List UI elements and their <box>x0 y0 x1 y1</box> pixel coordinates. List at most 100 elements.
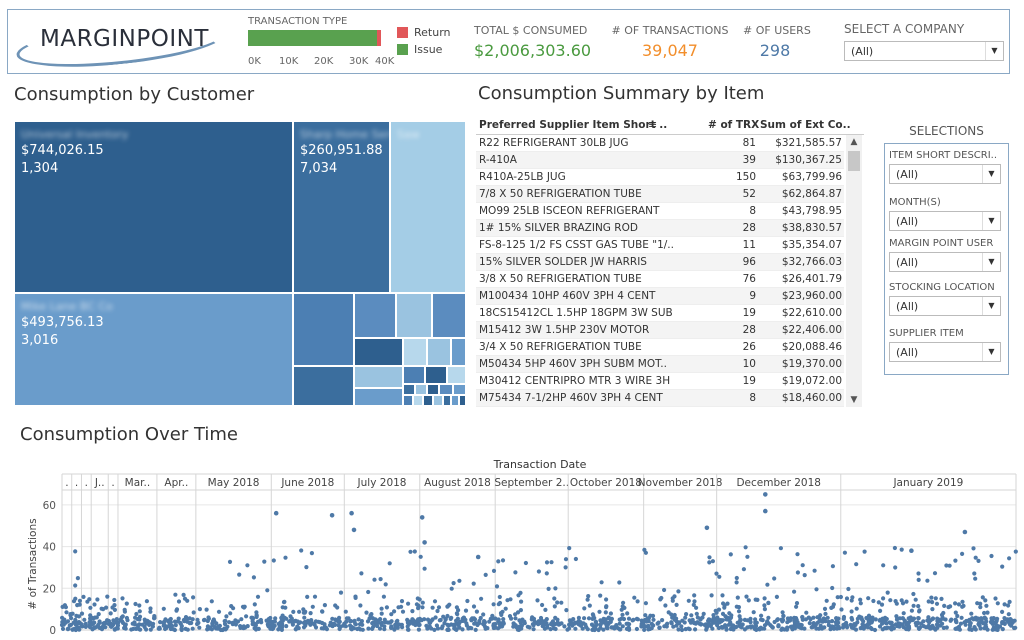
data-point[interactable] <box>586 594 591 599</box>
data-point[interactable] <box>483 572 488 577</box>
data-point[interactable] <box>717 574 722 579</box>
data-point[interactable] <box>748 620 753 625</box>
data-point[interactable] <box>741 567 747 572</box>
data-point[interactable] <box>587 603 592 608</box>
data-point[interactable] <box>590 612 596 617</box>
data-point[interactable] <box>872 627 878 633</box>
data-point[interactable] <box>590 616 595 621</box>
data-point[interactable] <box>73 622 78 627</box>
data-point[interactable] <box>985 610 990 615</box>
data-point[interactable] <box>553 586 558 591</box>
data-point[interactable] <box>831 602 836 607</box>
data-point[interactable] <box>432 627 437 632</box>
chevron-down-icon[interactable]: ▼ <box>982 212 1000 230</box>
table-row[interactable]: FS-8-125 1/2 FS CSST GAS TUBE "1/.. 11 $35… <box>476 237 844 254</box>
data-point[interactable] <box>738 622 743 627</box>
data-point[interactable] <box>707 560 712 565</box>
return-bar-segment[interactable] <box>377 30 381 46</box>
data-point[interactable] <box>753 597 758 602</box>
data-point[interactable] <box>112 597 117 603</box>
data-point[interactable] <box>844 623 849 628</box>
data-point[interactable] <box>621 616 627 622</box>
data-point[interactable] <box>77 602 82 607</box>
filter-dropdown[interactable]: (All) ▼ <box>889 211 1001 231</box>
month-label[interactable]: July 2018 <box>357 477 407 489</box>
data-point[interactable] <box>125 618 130 623</box>
data-point[interactable] <box>413 622 418 628</box>
data-point[interactable] <box>880 620 885 625</box>
data-point[interactable] <box>284 624 289 629</box>
data-point[interactable] <box>597 609 602 614</box>
data-point[interactable] <box>503 606 508 611</box>
data-point[interactable] <box>124 601 129 606</box>
data-point[interactable] <box>552 596 557 601</box>
data-point[interactable] <box>187 620 193 626</box>
data-point[interactable] <box>976 558 981 563</box>
data-point[interactable] <box>103 621 108 626</box>
data-point[interactable] <box>312 594 318 599</box>
data-point[interactable] <box>971 546 976 551</box>
data-point[interactable] <box>267 617 272 623</box>
data-point[interactable] <box>758 617 764 622</box>
data-point[interactable] <box>64 610 69 615</box>
data-point[interactable] <box>1006 603 1011 608</box>
data-point[interactable] <box>858 601 863 606</box>
data-point[interactable] <box>399 599 405 604</box>
data-point[interactable] <box>854 606 859 611</box>
data-point[interactable] <box>714 610 719 615</box>
data-point[interactable] <box>904 626 909 632</box>
data-point[interactable] <box>803 617 809 622</box>
data-point[interactable] <box>97 619 102 624</box>
data-point[interactable] <box>802 573 807 578</box>
data-point[interactable] <box>839 607 844 612</box>
data-point[interactable] <box>762 603 767 608</box>
data-point[interactable] <box>744 594 749 599</box>
data-point[interactable] <box>392 609 397 614</box>
data-point[interactable] <box>876 600 881 605</box>
data-point[interactable] <box>549 560 554 565</box>
data-point[interactable] <box>811 615 816 620</box>
data-point[interactable] <box>133 601 138 607</box>
data-point[interactable] <box>651 617 656 622</box>
data-point[interactable] <box>866 596 871 601</box>
data-point[interactable] <box>774 594 780 599</box>
treemap-tile[interactable] <box>432 293 466 338</box>
data-point[interactable] <box>331 621 336 626</box>
data-point[interactable] <box>944 563 949 568</box>
data-point[interactable] <box>745 554 750 559</box>
data-point[interactable] <box>493 622 498 627</box>
data-point[interactable] <box>422 617 427 622</box>
data-point[interactable] <box>643 613 648 618</box>
data-point[interactable] <box>1000 627 1005 632</box>
data-point[interactable] <box>342 621 347 626</box>
data-point[interactable] <box>168 616 173 622</box>
data-point[interactable] <box>1007 556 1012 561</box>
data-point[interactable] <box>928 618 933 623</box>
data-point[interactable] <box>851 626 856 631</box>
data-point[interactable] <box>571 617 576 622</box>
data-point[interactable] <box>911 591 916 597</box>
data-point[interactable] <box>939 596 944 601</box>
data-point[interactable] <box>448 616 453 621</box>
data-point[interactable] <box>728 552 733 557</box>
data-point[interactable] <box>708 618 713 623</box>
data-point[interactable] <box>878 608 883 613</box>
data-point[interactable] <box>762 626 767 631</box>
data-point[interactable] <box>792 619 797 624</box>
data-point[interactable] <box>604 605 609 610</box>
data-point[interactable] <box>115 623 121 628</box>
data-point[interactable] <box>187 616 192 621</box>
data-point[interactable] <box>166 624 171 629</box>
data-point[interactable] <box>983 598 988 603</box>
data-point[interactable] <box>659 595 664 601</box>
data-point[interactable] <box>582 616 587 621</box>
data-point[interactable] <box>477 618 482 624</box>
data-point[interactable] <box>960 551 965 556</box>
treemap-tile[interactable]: Saw <box>390 121 466 293</box>
data-point[interactable] <box>322 603 327 608</box>
data-point[interactable] <box>299 548 304 553</box>
data-point[interactable] <box>824 598 829 603</box>
data-point[interactable] <box>973 576 978 581</box>
data-point[interactable] <box>163 626 168 632</box>
data-point[interactable] <box>865 622 870 627</box>
